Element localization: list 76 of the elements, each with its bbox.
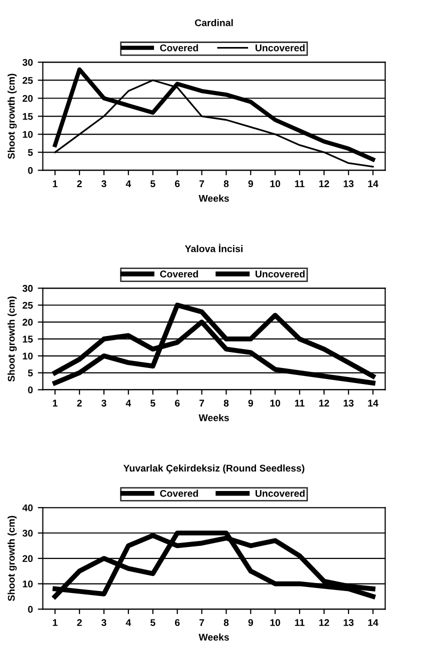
y-tick-label: 20	[22, 555, 33, 562]
x-tick-label: 5	[150, 180, 156, 188]
x-tick-label: 14	[368, 400, 378, 406]
x-tick-label: 13	[344, 180, 354, 188]
x-tick-label: 11	[295, 400, 304, 406]
y-tick-label: 15	[22, 336, 33, 343]
x-tick-label: 9	[248, 619, 254, 626]
x-tick-label: 12	[319, 180, 330, 188]
x-tick-label: 12	[319, 619, 330, 626]
x-tick-label: 8	[224, 619, 229, 626]
y-tick-label: 10	[22, 352, 33, 360]
x-tick-label: 5	[150, 400, 156, 407]
x-tick-label: 9	[248, 400, 254, 407]
x-tick-label: 2	[77, 180, 82, 188]
x-tick-label: 10	[270, 180, 280, 188]
y-axis-title: Shoot growth (cm)	[8, 74, 17, 159]
y-tick-label: 25	[22, 76, 33, 84]
x-tick-label: 10	[270, 619, 280, 626]
x-tick-label: 13	[344, 619, 354, 626]
x-tick-label: 14	[368, 180, 378, 188]
x-tick-label: 6	[174, 180, 180, 188]
chart-title: Yuvarlak Çekirdeksiz (Round Seedless)	[123, 464, 304, 474]
legend-label: Covered	[160, 44, 198, 52]
y-tick-label: 40	[22, 504, 33, 512]
x-tick-label: 8	[224, 180, 229, 188]
legend-label: Uncovered	[256, 270, 305, 278]
y-tick-label: 5	[28, 149, 33, 156]
x-tick-label: 7	[199, 180, 204, 188]
y-tick-label: 10	[22, 131, 33, 138]
y-tick-label: 30	[22, 530, 33, 537]
chart-title: Yalova İncisi	[184, 244, 242, 252]
y-tick-label: 20	[22, 94, 33, 102]
x-tick-label: 5	[150, 619, 156, 626]
legend-label: Covered	[160, 490, 198, 497]
x-tick-label: 8	[224, 400, 229, 407]
y-tick-label: 0	[28, 386, 33, 394]
legend-label: Uncovered	[256, 44, 305, 52]
x-tick-label: 3	[101, 400, 106, 407]
y-tick-label: 0	[28, 606, 33, 613]
x-tick-label: 4	[126, 180, 132, 188]
y-tick-label: 20	[22, 318, 33, 326]
x-tick-label: 1	[52, 400, 58, 406]
y-tick-label: 5	[28, 370, 33, 376]
x-tick-label: 6	[174, 400, 180, 407]
y-tick-label: 30	[22, 58, 33, 66]
x-tick-label: 1	[52, 619, 58, 626]
x-tick-label: 2	[77, 400, 82, 406]
x-tick-label: 4	[126, 619, 132, 626]
y-tick-label: 15	[22, 113, 33, 120]
x-tick-label: 7	[199, 400, 204, 406]
x-axis-title: Weeks	[198, 194, 229, 202]
y-axis-title: Shoot growth (cm)	[8, 516, 17, 602]
y-tick-label: 10	[22, 580, 33, 588]
legend-label: Uncovered	[256, 490, 305, 497]
x-tick-label: 13	[344, 400, 354, 407]
chart-title: Cardinal	[194, 19, 233, 26]
x-tick-label: 7	[199, 619, 204, 626]
x-tick-label: 10	[270, 400, 280, 407]
x-tick-label: 11	[295, 180, 304, 188]
x-axis-title: Weeks	[198, 414, 229, 422]
y-axis-title: Shoot growth (cm)	[8, 296, 17, 382]
x-tick-label: 11	[295, 619, 304, 626]
legend-label: Covered	[160, 270, 198, 278]
y-tick-label: 30	[22, 284, 33, 292]
x-tick-label: 9	[248, 180, 254, 188]
x-tick-label: 4	[126, 400, 132, 406]
x-tick-label: 14	[368, 619, 378, 626]
x-tick-label: 3	[101, 180, 106, 188]
x-tick-label: 6	[174, 619, 180, 626]
x-tick-label: 3	[101, 619, 106, 626]
x-tick-label: 1	[52, 180, 58, 188]
x-axis-title: Weeks	[198, 633, 229, 641]
y-tick-label: 25	[22, 302, 33, 309]
y-tick-label: 0	[28, 167, 33, 174]
x-tick-label: 2	[77, 619, 82, 626]
x-tick-label: 12	[319, 400, 330, 406]
